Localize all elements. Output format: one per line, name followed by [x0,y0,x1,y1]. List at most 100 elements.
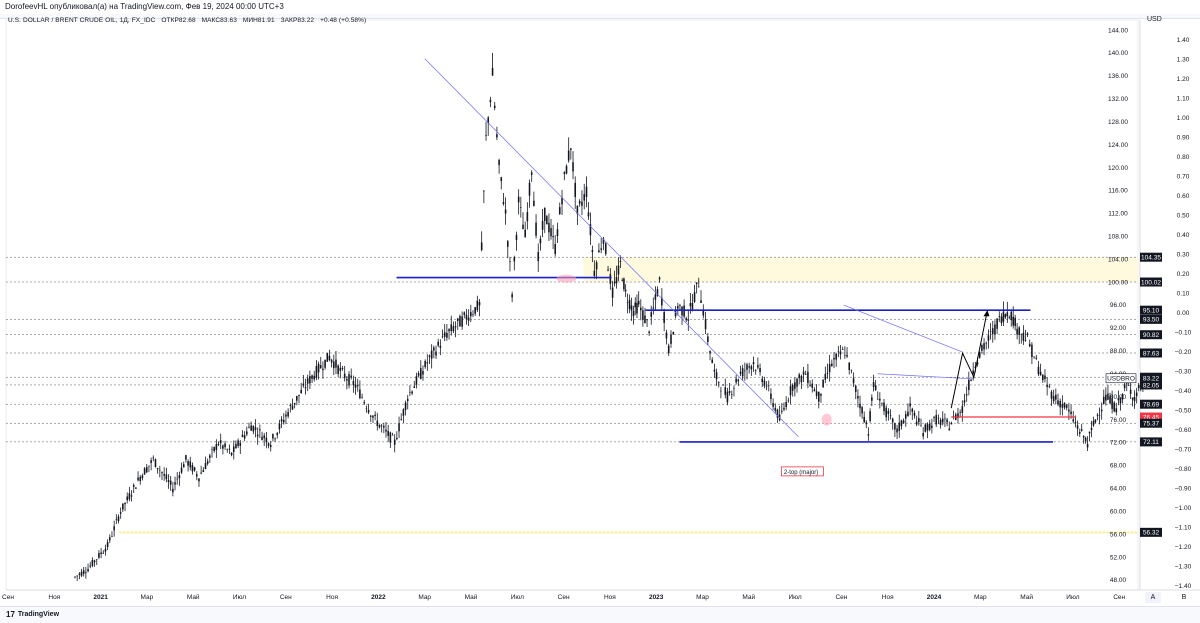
candle-body [293,402,296,405]
candle-body [561,197,563,205]
candle-body [615,277,618,284]
price-axis-badge-text: 100.02 [1141,279,1161,286]
candle-body [811,383,814,388]
time-tick-label: Июл [233,594,246,601]
log-scale-button[interactable]: B [1181,594,1187,601]
candle-body [343,373,346,379]
candle-body [648,331,650,334]
price-axis-badge[interactable] [1140,252,1162,262]
candle-body [1084,437,1087,441]
candle-body [709,351,711,354]
time-tick-label: Мар [696,594,709,601]
price-axis-badge[interactable] [1140,305,1162,315]
candle-body [670,334,672,344]
candle-body [822,379,824,388]
candle-body [152,457,155,459]
scale-tick-label: 0.80 [1177,154,1190,161]
candle-body [250,425,252,431]
candle-body [757,365,759,368]
candle-body [1061,404,1064,408]
candle-body [1072,419,1075,422]
candle-body [159,469,161,471]
candle-body [156,467,159,470]
price-axis-badge[interactable] [1140,412,1162,422]
candle-body [689,302,692,307]
projection-path[interactable] [950,310,988,409]
candle-body [400,419,403,420]
candle-body [1090,427,1093,431]
candle-body [761,378,764,383]
candle-body [454,326,457,328]
candle-body [487,117,490,124]
price-axis-badge[interactable] [1140,527,1162,537]
candle-body [1065,405,1068,408]
price-axis-badge[interactable] [1140,277,1162,287]
candle-body [998,316,1001,318]
candle-body [398,423,400,432]
trend-line[interactable] [843,304,963,353]
currency-unit[interactable]: USD [1147,16,1162,23]
candle-body [841,349,844,350]
symbol-title[interactable]: U.S. DOLLAR / BRENT CRUDE OIL, 1Д, FX_ID… [8,17,156,24]
candle-body [380,425,383,427]
candle-body [154,459,157,468]
candle-body [630,305,633,311]
candle-body [957,413,959,419]
price-axis-badge[interactable] [1140,348,1162,358]
candle-body [813,389,816,392]
candle-body [195,474,198,477]
candle-body [313,375,316,380]
candle-body [991,328,994,335]
candle-body [1076,425,1079,429]
candle-body [1109,396,1111,404]
time-tick-label: Сен [835,594,847,601]
candle-body [302,383,305,386]
candle-body [650,312,653,317]
candle-body [341,368,344,370]
price-axis-badge[interactable] [1140,314,1162,324]
footer-bar: 17 TradingView [0,606,1200,623]
symbol-badge[interactable] [1105,373,1137,384]
scale-tick-label: 1.40 [1177,37,1190,44]
time-tick-label: Май [1020,593,1033,601]
candle-body [636,302,638,314]
candle-body [785,401,787,408]
price-axis-badge[interactable] [1140,373,1162,383]
trend-line[interactable] [424,58,799,438]
candle-body [589,224,592,236]
candle-body [872,382,875,387]
candle-body [161,472,163,474]
candle-body [876,399,879,400]
candle-body [178,475,181,479]
candle-body [230,452,233,456]
price-axis-badge[interactable] [1140,418,1162,428]
price-axis-badge[interactable] [1140,399,1162,409]
candle-body [304,387,307,389]
candle-body [918,418,920,423]
auto-scale-button[interactable]: A [1145,592,1161,603]
price-tick-label: 88.00 [1110,348,1127,355]
candle-body [456,318,459,322]
price-axis-badge[interactable] [1140,380,1162,390]
candle-body [565,165,568,174]
candle-body [1105,394,1107,401]
candle-body [474,307,476,314]
supply-zone [583,257,1138,283]
price-axis-badge[interactable] [1140,437,1162,447]
candle-body [891,418,894,423]
scale-tick-label: −0.50 [1175,408,1192,415]
candle-body [522,224,524,230]
candle-body [691,303,694,310]
price-axis-badge-text: 82.05 [1143,382,1160,389]
price-axis-badge[interactable] [1140,330,1162,340]
candle-body [124,502,126,505]
plot-area[interactable] [5,19,1139,591]
candle-body [383,425,385,428]
candle-body [661,297,663,306]
tradingview-brand[interactable]: 17 TradingView [6,607,59,623]
candle-body [950,422,953,425]
annotation-box[interactable] [781,466,824,477]
scale-tick-label: −1.40 [1175,583,1192,590]
candle-body [924,424,927,432]
